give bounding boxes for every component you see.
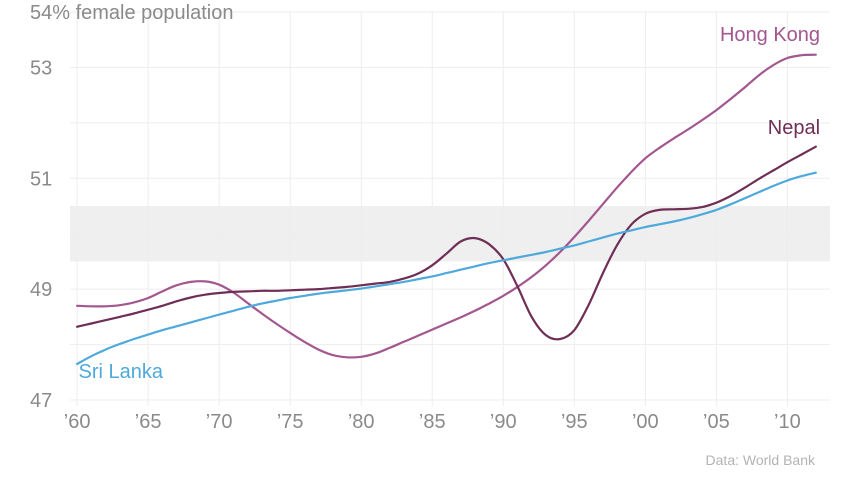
horizontal-gridlines [70, 11, 830, 401]
series-label-hong-kong: Hong Kong [720, 24, 820, 46]
y-tick-label: 51 [30, 168, 52, 190]
source-note: Data: World Bank [706, 452, 816, 468]
x-tick-label: ’05 [703, 411, 730, 433]
x-tick-label: ’75 [277, 411, 304, 433]
series-lines [76, 53, 817, 366]
series-label-sri-lanka: Sri Lanka [79, 361, 164, 383]
series-line-nepal [76, 145, 817, 341]
x-axis-ticks: ’60 ’65 ’70 ’75 ’80 ’85 ’90 ’95 ’00 ’05 ’10 [64, 411, 801, 433]
series-line-hong-kong [76, 53, 817, 359]
y-axis-ticks: 53 51 49 47 [30, 57, 52, 412]
y-tick-label: 49 [30, 279, 52, 301]
x-tick-label: ’70 [206, 411, 233, 433]
x-tick-label: ’80 [348, 411, 375, 433]
x-tick-label: ’10 [774, 411, 801, 433]
series-line-sri-lanka [76, 171, 817, 366]
series-label-nepal: Nepal [768, 117, 820, 139]
series-labels: Hong Kong Nepal Sri Lanka [79, 24, 821, 383]
x-tick-label: ’90 [490, 411, 517, 433]
y-axis-label: 54% female population [30, 2, 233, 24]
y-tick-label: 53 [30, 57, 52, 79]
x-tick-label: ’60 [64, 411, 91, 433]
x-tick-label: ’95 [561, 411, 588, 433]
x-tick-label: ’85 [419, 411, 446, 433]
y-tick-label: 47 [30, 390, 52, 412]
x-tick-label: ’00 [632, 411, 659, 433]
x-tick-label: ’65 [135, 411, 162, 433]
